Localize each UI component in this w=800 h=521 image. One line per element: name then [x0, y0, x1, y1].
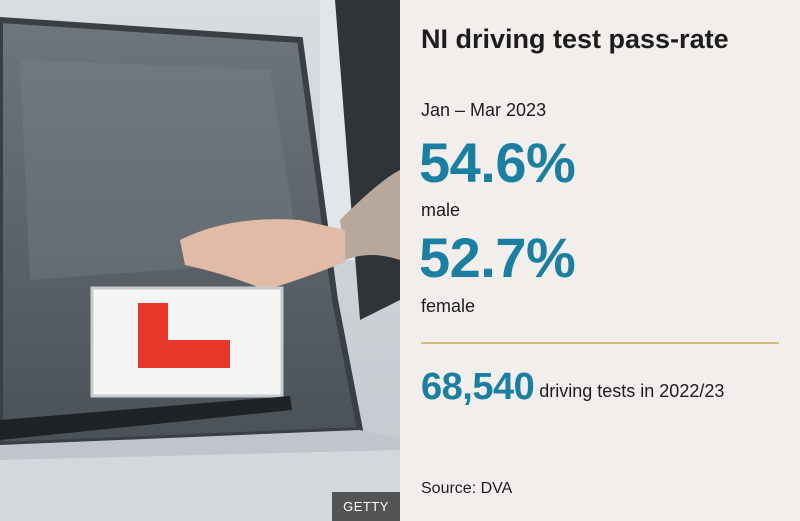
period-label: Jan – Mar 2023	[421, 100, 547, 120]
female-label: female	[421, 296, 476, 316]
female-pass-rate: 52.7%	[419, 226, 576, 289]
divider	[421, 342, 779, 344]
l-plate-photo: GETTY	[0, 0, 400, 521]
car-windscreen-illustration	[0, 0, 400, 521]
photo-credit: GETTY	[332, 492, 400, 521]
male-pass-rate: 54.6%	[419, 131, 576, 194]
stats-panel: NI driving test pass-rate Jan – Mar 2023…	[400, 0, 800, 521]
source-label: Source: DVA	[421, 480, 513, 497]
chart-title: NI driving test pass-rate	[421, 24, 729, 54]
tests-text: driving tests in 2022/23	[539, 381, 725, 401]
tests-count: 68,540	[421, 366, 535, 408]
male-label: male	[421, 200, 461, 220]
tests-summary: 68,540 driving tests in 2022/23	[421, 368, 761, 406]
